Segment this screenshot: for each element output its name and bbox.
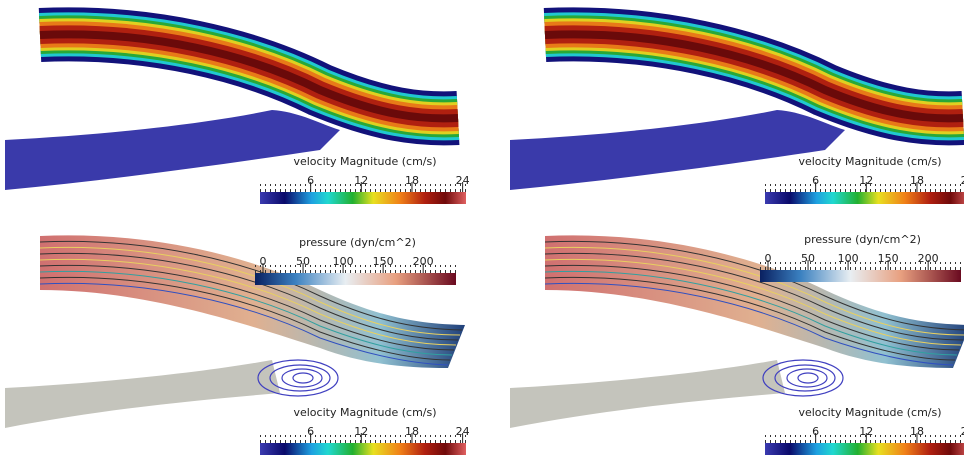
colorbar-title: pressure (dyn/cm^2): [299, 236, 416, 249]
colorbar-title: velocity Magnitude (cm/s): [293, 406, 436, 419]
colorbar-gradient: [765, 192, 964, 204]
colorbar-tick-label: 0: [765, 252, 772, 265]
colorbar-tick-label: 18: [910, 425, 924, 438]
colorbar: pressure (dyn/cm^2) 0 50 100 150 200: [255, 236, 456, 285]
colorbar: velocity Magnitude (cm/s) 6 12 18 24: [260, 406, 470, 455]
visualization: velocity Magnitude (cm/s)6121824velocity…: [0, 0, 964, 456]
colorbar: velocity Magnitude (cm/s) 6 12 18 24: [765, 406, 964, 455]
colorbar-gradient: [255, 273, 456, 285]
colorbar-tick-label: 200: [413, 255, 434, 268]
colorbar-tick-label: 150: [878, 252, 899, 265]
colorbar-tick-label: 6: [812, 425, 819, 438]
colorbar-tick-label: 24: [456, 174, 470, 187]
colorbar-tick-label: 18: [405, 425, 419, 438]
colorbar-title: velocity Magnitude (cm/s): [798, 155, 941, 168]
colorbar-tick-label: 6: [307, 425, 314, 438]
colorbar-tick-label: 50: [296, 255, 310, 268]
colorbar-tick-label: 50: [801, 252, 815, 265]
colorbar-tick-label: 24: [961, 174, 964, 187]
colorbar: velocity Magnitude (cm/s) 6 12 18 24: [260, 155, 470, 204]
colorbar-tick-label: 150: [373, 255, 394, 268]
colorbar-tick-label: 18: [910, 174, 924, 187]
colorbar-gradient: [260, 443, 466, 455]
colorbar-tick-label: 100: [838, 252, 859, 265]
colorbar-tick-label: 24: [961, 425, 964, 438]
colorbar-gradient: [760, 270, 961, 282]
colorbar-title: velocity Magnitude (cm/s): [293, 155, 436, 168]
colorbar-tick-label: 100: [333, 255, 354, 268]
colorbar-title: velocity Magnitude (cm/s): [798, 406, 941, 419]
colorbar-tick-label: 12: [859, 425, 873, 438]
colorbar-tick-label: 18: [405, 174, 419, 187]
colorbar-tick-label: 24: [456, 425, 470, 438]
colorbar-tick-label: 12: [354, 174, 368, 187]
colorbar: velocity Magnitude (cm/s) 6 12 18 24: [765, 155, 964, 204]
colorbar-tick-label: 6: [812, 174, 819, 187]
colorbar-tick-label: 12: [354, 425, 368, 438]
colorbar-tick-label: 200: [918, 252, 939, 265]
colorbar-gradient: [765, 443, 964, 455]
colorbar-title: pressure (dyn/cm^2): [804, 233, 921, 246]
colorbar-gradient: [260, 192, 466, 204]
colorbar-tick-label: 0: [260, 255, 267, 268]
colorbar-tick-label: 6: [307, 174, 314, 187]
colorbar-tick-label: 12: [859, 174, 873, 187]
colorbar: pressure (dyn/cm^2) 0 50 100 150 200: [760, 233, 961, 282]
panel: [5, 235, 465, 428]
